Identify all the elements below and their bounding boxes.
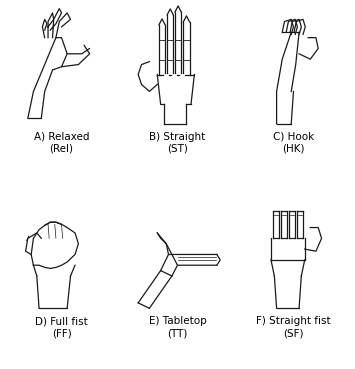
Text: C) Hook
(HK): C) Hook (HK): [273, 132, 314, 154]
Text: E) Tabletop
(TT): E) Tabletop (TT): [149, 317, 206, 338]
Text: D) Full fist
(FF): D) Full fist (FF): [35, 317, 88, 338]
Text: A) Relaxed
(Rel): A) Relaxed (Rel): [34, 132, 89, 154]
Text: B) Straight
(ST): B) Straight (ST): [149, 132, 206, 154]
Text: F) Straight fist
(SF): F) Straight fist (SF): [256, 317, 331, 338]
